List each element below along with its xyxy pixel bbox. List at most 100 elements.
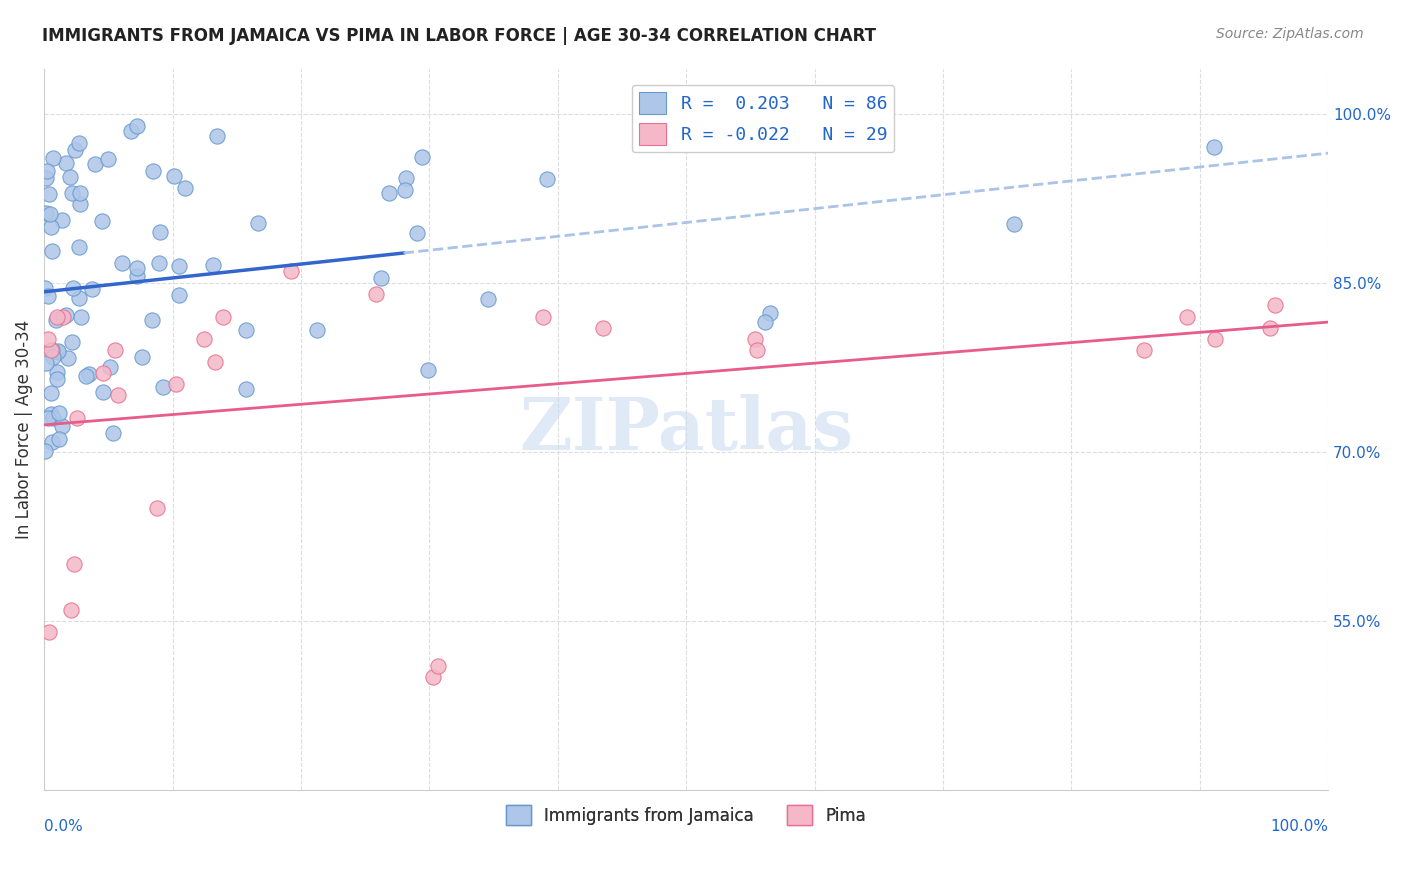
Point [1258, 320, 1281, 334]
Point [1177, 310, 1199, 324]
Point [41, 343, 63, 357]
Point [1133, 343, 1156, 358]
Point [37, 411, 59, 425]
Point [107, 388, 129, 402]
Point [125, 260, 148, 275]
Point [67, 136, 90, 151]
Point [477, 292, 499, 306]
Point [35, 206, 58, 220]
Point [63, 144, 86, 158]
Point [45, 312, 67, 326]
Point [69, 186, 91, 201]
Point [201, 258, 224, 272]
Point [1002, 217, 1025, 231]
Point [280, 264, 302, 278]
Point [75, 368, 97, 383]
Text: 0.0%: 0.0% [44, 819, 83, 834]
Point [167, 259, 190, 273]
Point [120, 124, 142, 138]
Point [35, 164, 58, 178]
Point [149, 225, 172, 239]
Point [307, 323, 329, 337]
Point [56, 351, 79, 365]
Point [1202, 139, 1225, 153]
Point [100, 359, 122, 374]
Point [742, 108, 765, 122]
Point [46, 343, 69, 358]
Point [125, 119, 148, 133]
Point [110, 255, 132, 269]
Point [145, 501, 167, 516]
Point [416, 363, 439, 377]
Point [148, 256, 170, 270]
Point [758, 306, 780, 320]
Point [35, 356, 58, 370]
Point [35, 171, 58, 186]
Point [59, 169, 82, 184]
Point [60, 186, 83, 201]
Point [205, 129, 228, 144]
Point [41, 244, 63, 259]
Point [37, 289, 59, 303]
Point [69, 196, 91, 211]
Point [97, 153, 120, 167]
Point [34, 444, 56, 458]
Point [142, 163, 165, 178]
Point [67, 240, 90, 254]
Point [406, 227, 429, 241]
Point [80, 282, 103, 296]
Text: 100.0%: 100.0% [1270, 819, 1329, 834]
Point [66, 411, 89, 425]
Point [48, 432, 70, 446]
Point [60, 334, 83, 349]
Point [55, 156, 77, 170]
Point [163, 169, 186, 183]
Point [55, 308, 77, 322]
Point [39, 220, 62, 235]
Point [395, 170, 418, 185]
Point [531, 310, 554, 324]
Point [744, 332, 766, 346]
Point [366, 287, 388, 301]
Point [59, 602, 82, 616]
Point [67, 291, 90, 305]
Point [536, 171, 558, 186]
Point [41, 435, 63, 450]
Point [39, 343, 62, 358]
Point [69, 310, 91, 325]
Point [378, 186, 401, 201]
Legend: Immigrants from Jamaica, Pima: Immigrants from Jamaica, Pima [499, 798, 873, 832]
Point [39, 408, 62, 422]
Point [38, 625, 60, 640]
Point [63, 558, 86, 572]
Point [38, 187, 60, 202]
Point [167, 287, 190, 301]
Point [1264, 298, 1286, 312]
Point [411, 150, 433, 164]
Point [193, 332, 215, 346]
Point [152, 380, 174, 394]
Point [45, 310, 67, 324]
Point [34, 281, 56, 295]
Point [370, 271, 392, 285]
Point [83, 157, 105, 171]
Point [165, 377, 187, 392]
Point [427, 659, 450, 673]
Point [46, 365, 69, 379]
Point [173, 181, 195, 195]
Point [125, 268, 148, 283]
Point [235, 323, 257, 337]
Text: IMMIGRANTS FROM JAMAICA VS PIMA IN LABOR FORCE | AGE 30-34 CORRELATION CHART: IMMIGRANTS FROM JAMAICA VS PIMA IN LABOR… [42, 27, 876, 45]
Point [46, 372, 69, 386]
Point [93, 385, 115, 400]
Point [204, 354, 226, 368]
Point [422, 670, 444, 684]
Point [91, 366, 114, 380]
Y-axis label: In Labor Force | Age 30-34: In Labor Force | Age 30-34 [15, 319, 32, 539]
Text: Source: ZipAtlas.com: Source: ZipAtlas.com [1216, 27, 1364, 41]
Point [37, 332, 59, 346]
Point [235, 382, 257, 396]
Point [1204, 332, 1226, 346]
Point [46, 344, 69, 359]
Point [745, 343, 768, 358]
